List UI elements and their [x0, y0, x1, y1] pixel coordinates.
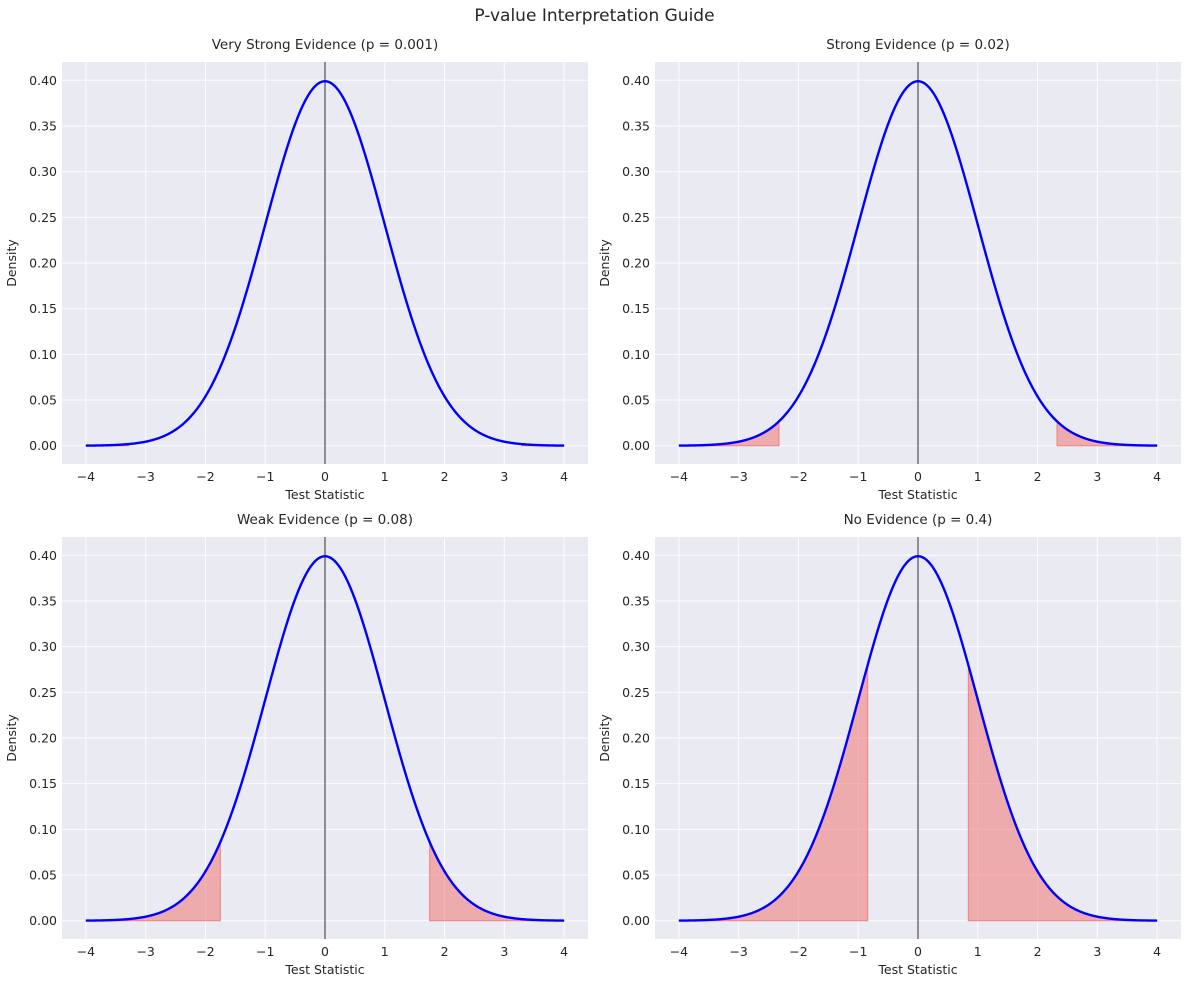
y-tick-label: 0.20	[622, 731, 650, 746]
x-tick-label: 4	[560, 944, 568, 959]
x-tick-label: 3	[500, 944, 508, 959]
y-tick-label: 0.10	[622, 347, 650, 362]
panel-title: Weak Evidence (p = 0.08)	[237, 512, 413, 528]
panel-no-evidence: −4 −3 −2 −1 0 1 2 3 4 0.00 0.05 0.10 0.15 0.20 0.25 0.3…	[597, 512, 1181, 977]
x-axis-label: Test Statistic	[284, 487, 364, 502]
y-tick-label: 0.35	[622, 118, 650, 133]
y-tick-label: 0.05	[29, 393, 57, 408]
y-tick-label: 0.20	[29, 731, 57, 746]
y-tick-label: 0.10	[29, 822, 57, 837]
panel-title: Strong Evidence (p = 0.02)	[826, 37, 1010, 53]
y-tick-label: 0.05	[622, 393, 650, 408]
y-tick-label: 0.00	[622, 913, 650, 928]
x-axis-label: Test Statistic	[877, 487, 957, 502]
x-tick-label: −2	[789, 469, 807, 484]
y-axis-label: Density	[4, 239, 19, 287]
y-tick-label: 0.25	[29, 210, 57, 225]
x-tick-label: −3	[136, 944, 154, 959]
panel-weak-evidence: −4 −3 −2 −1 0 1 2 3 4 0.00 0.05 0.10 0.15 0.20 0.25 0.3…	[4, 512, 588, 977]
x-tick-label: 0	[914, 469, 922, 484]
y-tick-label: 0.20	[622, 256, 650, 271]
y-tick-label: 0.10	[622, 822, 650, 837]
x-tick-label: −1	[849, 469, 867, 484]
x-tick-label: −4	[670, 469, 688, 484]
y-axis-label: Density	[597, 239, 612, 287]
y-tick-label: 0.40	[29, 73, 57, 88]
y-tick-label: 0.20	[29, 256, 57, 271]
y-tick-label: 0.25	[29, 685, 57, 700]
x-axis-label: Test Statistic	[284, 962, 364, 977]
x-tick-label: −2	[196, 944, 214, 959]
y-tick-label: 0.40	[622, 548, 650, 563]
y-tick-label: 0.30	[622, 639, 650, 654]
x-tick-label: 1	[974, 469, 982, 484]
y-tick-label: 0.15	[29, 301, 57, 316]
x-tick-label: 2	[1034, 469, 1042, 484]
density-curve	[85, 555, 565, 922]
y-tick-label: 0.30	[622, 164, 650, 179]
y-tick-label: 0.40	[29, 548, 57, 563]
y-tick-label: 0.35	[29, 118, 57, 133]
x-tick-label: −1	[256, 469, 274, 484]
x-tick-label: −3	[136, 469, 154, 484]
y-axis-label: Density	[597, 714, 612, 762]
x-tick-label: 3	[1093, 944, 1101, 959]
figure-title: P-value Interpretation Guide	[474, 6, 715, 26]
y-tick-label: 0.35	[29, 593, 57, 608]
panel-title: Very Strong Evidence (p = 0.001)	[212, 37, 438, 53]
y-tick-label: 0.05	[622, 868, 650, 883]
x-tick-label: −4	[77, 469, 95, 484]
y-tick-label: 0.15	[622, 776, 650, 791]
x-tick-label: −4	[77, 944, 95, 959]
y-tick-label: 0.30	[29, 164, 57, 179]
y-tick-label: 0.00	[29, 438, 57, 453]
x-tick-label: 4	[1153, 944, 1161, 959]
y-tick-label: 0.25	[622, 210, 650, 225]
x-tick-label: 0	[914, 944, 922, 959]
x-tick-label: 0	[321, 469, 329, 484]
x-tick-label: −2	[789, 944, 807, 959]
x-tick-label: −1	[849, 944, 867, 959]
x-tick-label: 4	[560, 469, 568, 484]
y-tick-label: 0.00	[29, 913, 57, 928]
y-tick-label: 0.25	[622, 685, 650, 700]
x-tick-label: 2	[1034, 944, 1042, 959]
x-tick-label: 2	[441, 469, 449, 484]
panel-very-strong-evidence: −4 −3 −2 −1 0 1 2 3 4 0.00 0.05 0.10 0.15 0.20 0.25 0.3…	[4, 37, 588, 502]
x-tick-label: 2	[441, 944, 449, 959]
panel-title: No Evidence (p = 0.4)	[844, 512, 993, 528]
panel-strong-evidence: −4 −3 −2 −1 0 1 2 3 4 0.00 0.05 0.10 0.15 0.20 0.25 0.3…	[597, 37, 1181, 502]
y-axis-label: Density	[4, 714, 19, 762]
y-tick-label: 0.35	[622, 593, 650, 608]
x-tick-label: 0	[321, 944, 329, 959]
x-tick-label: 1	[974, 944, 982, 959]
density-curve	[678, 80, 1158, 447]
density-curve	[85, 80, 565, 447]
y-tick-label: 0.05	[29, 868, 57, 883]
y-tick-label: 0.15	[29, 776, 57, 791]
y-tick-label: 0.30	[29, 639, 57, 654]
y-tick-label: 0.40	[622, 73, 650, 88]
x-tick-label: −3	[729, 944, 747, 959]
x-axis-label: Test Statistic	[877, 962, 957, 977]
x-tick-label: −3	[729, 469, 747, 484]
x-tick-label: −4	[670, 944, 688, 959]
x-tick-label: −2	[196, 469, 214, 484]
x-tick-label: 1	[381, 944, 389, 959]
y-tick-label: 0.10	[29, 347, 57, 362]
y-tick-label: 0.00	[622, 438, 650, 453]
x-tick-label: 4	[1153, 469, 1161, 484]
x-tick-label: 3	[500, 469, 508, 484]
density-curve	[678, 555, 1158, 922]
x-tick-label: −1	[256, 944, 274, 959]
y-tick-label: 0.15	[622, 301, 650, 316]
x-tick-label: 3	[1093, 469, 1101, 484]
x-tick-label: 1	[381, 469, 389, 484]
